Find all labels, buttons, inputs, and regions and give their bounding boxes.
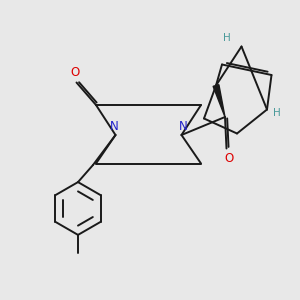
Text: O: O [225,152,234,165]
Polygon shape [213,85,225,117]
Text: H: H [223,33,231,43]
Text: N: N [110,120,118,133]
Text: O: O [70,66,80,79]
Text: H: H [273,107,281,118]
Text: N: N [178,120,188,133]
